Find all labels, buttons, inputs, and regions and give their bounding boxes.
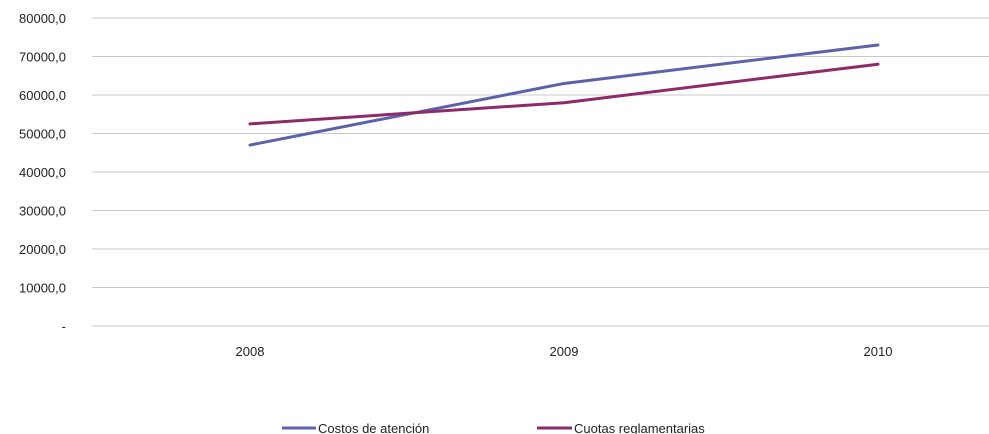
y-tick-label: 60000,0 xyxy=(19,88,66,103)
legend-label-cuotas-reglamentarias: Cuotas reglamentarias xyxy=(574,421,705,434)
y-axis-tick-labels: - 10000,0 20000,0 30000,0 40000,0 50000,0 6000… xyxy=(19,11,66,334)
x-axis-tick-labels: 2008 2009 2010 xyxy=(236,344,893,359)
y-tick-label: 30000,0 xyxy=(19,204,66,219)
y-tick-label: - xyxy=(62,319,66,334)
y-tick-label: 50000,0 xyxy=(19,127,66,142)
y-tick-label: 70000,0 xyxy=(19,50,66,65)
y-tick-label: 80000,0 xyxy=(19,11,66,26)
x-tick-label: 2008 xyxy=(236,344,265,359)
series-lines xyxy=(248,43,880,147)
legend: Costos de atención Cuotas reglamentarias xyxy=(282,421,705,434)
series-line-1 xyxy=(248,62,880,126)
x-tick-label: 2010 xyxy=(864,344,893,359)
series-line-0 xyxy=(248,43,880,147)
legend-label-costos-de-atencion: Costos de atención xyxy=(318,421,429,434)
y-tick-label: 10000,0 xyxy=(19,281,66,296)
x-tick-label: 2009 xyxy=(550,344,579,359)
y-tick-label: 40000,0 xyxy=(19,165,66,180)
y-tick-label: 20000,0 xyxy=(19,242,66,257)
gridlines xyxy=(92,17,989,327)
